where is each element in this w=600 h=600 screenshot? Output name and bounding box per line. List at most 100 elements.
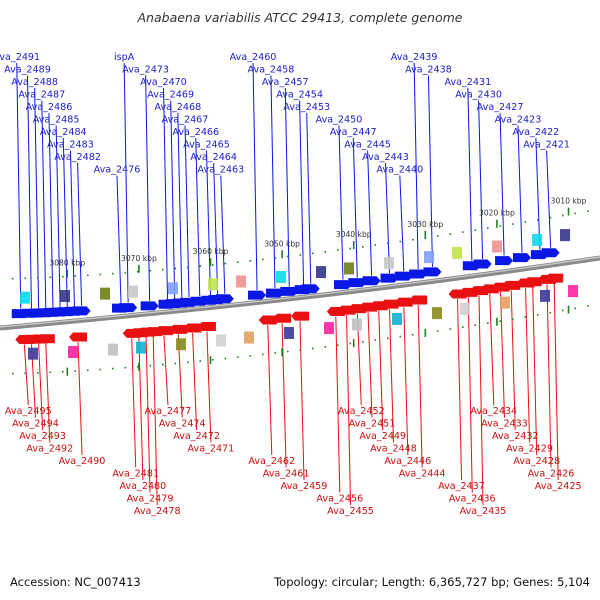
rail-dot-upper xyxy=(512,223,514,225)
gene-label-reverse: Ava_2456 xyxy=(316,494,363,505)
gene-arrow-forward xyxy=(140,301,159,311)
gene-arrow-reverse xyxy=(273,313,292,323)
rail-dot-upper xyxy=(199,265,202,267)
feature-box-forward xyxy=(344,262,354,275)
gene-label-reverse: Ava_2452 xyxy=(338,406,385,417)
feature-box-forward xyxy=(20,291,30,304)
gene-label-forward: Ava_2485 xyxy=(33,115,80,126)
leader-line-reverse xyxy=(163,335,169,406)
feature-box-forward xyxy=(424,251,434,264)
leader-line-reverse xyxy=(532,286,538,456)
gene-label-reverse: Ava_2472 xyxy=(173,431,220,442)
gene-arrow-reverse xyxy=(291,311,309,321)
gene-arrow-reverse xyxy=(502,280,521,290)
feature-box-reverse xyxy=(540,289,550,302)
feature-box-reverse xyxy=(352,318,362,331)
rail-dot-upper xyxy=(212,264,214,266)
rail-dot-upper xyxy=(74,275,77,277)
rail-dot-upper xyxy=(462,231,464,233)
gene-label-reverse: Ava_2480 xyxy=(119,481,166,492)
leader-line-forward xyxy=(352,137,358,278)
rail-dot-upper xyxy=(262,258,264,261)
leader-line-reverse xyxy=(346,315,352,506)
rail-dot-lower xyxy=(299,349,302,351)
feature-box-reverse xyxy=(68,346,78,359)
rail-dot-lower xyxy=(562,309,564,312)
leader-line-forward xyxy=(77,162,83,306)
rail-dot-upper xyxy=(237,261,239,264)
gene-arrow-reverse xyxy=(154,326,173,336)
leader-line-reverse xyxy=(77,342,83,456)
leader-line-forward xyxy=(499,112,505,256)
feature-box-forward xyxy=(128,285,138,298)
feature-box-reverse xyxy=(500,296,510,309)
gene-arrow-forward xyxy=(248,290,267,300)
leader-line-reverse xyxy=(457,299,463,481)
leader-line-reverse xyxy=(138,337,144,481)
genome-backbone-highlight xyxy=(0,256,600,328)
rail-dot-upper xyxy=(337,249,339,251)
scale-tick-lower xyxy=(496,317,498,326)
gene-arrow-forward xyxy=(541,248,560,258)
scale-tick-label: 3020 kbp xyxy=(479,209,515,218)
leader-line-reverse xyxy=(206,331,212,443)
feature-box-reverse xyxy=(392,312,402,325)
gene-arrow-reverse xyxy=(183,323,202,333)
gene-label-reverse: Ava_2481 xyxy=(112,469,159,480)
gene-label-forward: Ava_2464 xyxy=(190,152,237,163)
gene-label-forward: Ava_2489 xyxy=(4,65,51,76)
map-title: Anabaena variabilis ATCC 29413, complete… xyxy=(137,10,463,25)
leader-line-forward xyxy=(16,62,22,309)
gene-arrow-forward xyxy=(119,303,138,313)
gene-label-forward: Ava_2457 xyxy=(262,77,309,88)
rail-dot-lower xyxy=(587,305,589,307)
gene-label-reverse: Ava_2444 xyxy=(399,469,446,480)
gene-label-forward: Ava_2430 xyxy=(455,90,502,101)
rail-dot-upper xyxy=(299,254,302,256)
gene-label-forward: ispA xyxy=(114,52,135,63)
leader-line-forward xyxy=(535,137,541,250)
leader-line-forward xyxy=(385,162,391,274)
scale-tick xyxy=(567,207,570,216)
leader-line-reverse xyxy=(499,292,505,418)
gene-label-forward: Ava_2458 xyxy=(248,65,295,76)
rail-dot-upper xyxy=(412,238,414,241)
scale-tick-lower xyxy=(66,367,69,376)
feature-boxes xyxy=(20,229,578,360)
leader-line-forward xyxy=(62,137,68,307)
leader-line-forward xyxy=(478,100,484,260)
rail-dot-lower xyxy=(12,372,14,375)
rail-dot-lower xyxy=(537,314,539,316)
gene-label-forward: Ava_2450 xyxy=(316,115,363,126)
leader-line-reverse xyxy=(145,337,151,493)
rail-dot-lower xyxy=(449,328,452,330)
feature-box-forward xyxy=(208,278,218,291)
scale-tick-label: 3030 kbp xyxy=(407,220,443,229)
rail-dot-lower xyxy=(162,363,164,366)
rail-dot-lower xyxy=(387,337,389,340)
leader-line-forward xyxy=(195,137,201,297)
leader-line-reverse xyxy=(417,304,423,468)
leader-line-forward xyxy=(205,150,211,296)
leader-line-forward xyxy=(220,175,226,294)
gene-label-forward: Ava_2473 xyxy=(122,65,169,76)
rail-dot-lower xyxy=(437,330,439,332)
leader-line-reverse xyxy=(467,297,473,493)
rail-dot-upper xyxy=(124,271,127,274)
feature-box-forward xyxy=(168,282,178,295)
scale-tick-lower xyxy=(424,328,427,337)
gene-label-reverse: Ava_2478 xyxy=(134,506,181,517)
rail-dot-upper xyxy=(587,210,589,212)
scale-tick xyxy=(352,241,355,250)
gene-arrow-forward xyxy=(333,280,352,290)
leader-line-forward xyxy=(299,100,305,285)
feature-box-reverse xyxy=(244,331,254,344)
rail-dot-lower xyxy=(362,341,364,343)
gene-arrow-forward xyxy=(280,286,299,296)
leader-line-reverse xyxy=(45,343,51,443)
scale-tick-label: 3060 kbp xyxy=(193,247,229,256)
rail-dot-upper xyxy=(474,229,477,231)
rail-dot-upper xyxy=(287,255,289,258)
gene-label-forward: Ava_2443 xyxy=(362,152,409,163)
